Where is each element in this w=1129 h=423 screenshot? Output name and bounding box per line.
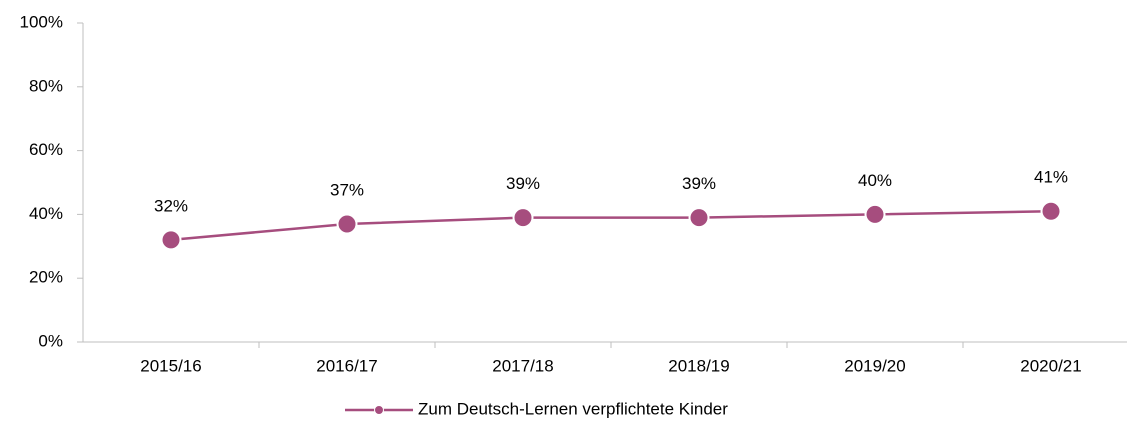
- y-tick-label: 20%: [29, 268, 63, 287]
- data-label: 41%: [1034, 168, 1068, 187]
- data-point: [1040, 200, 1062, 222]
- data-point: [864, 203, 886, 225]
- x-tick-label: 2020/21: [1020, 356, 1081, 375]
- x-tick-label: 2015/16: [140, 356, 201, 375]
- x-tick-label: 2016/17: [316, 356, 377, 375]
- data-label: 39%: [506, 174, 540, 193]
- y-tick-label: 40%: [29, 204, 63, 223]
- y-tick-label: 60%: [29, 140, 63, 159]
- x-tick-label: 2017/18: [492, 356, 553, 375]
- data-label: 40%: [858, 171, 892, 190]
- series-line: [170, 209, 1052, 242]
- legend-swatch-marker: [374, 405, 384, 415]
- x-tick-label: 2019/20: [844, 356, 905, 375]
- y-tick-label: 80%: [29, 76, 63, 95]
- y-tick-label: 0%: [38, 331, 63, 350]
- legend-label: Zum Deutsch-Lernen verpflichtete Kinder: [418, 399, 728, 418]
- data-label: 39%: [682, 174, 716, 193]
- data-label: 37%: [330, 180, 364, 199]
- data-label: 32%: [154, 196, 188, 215]
- data-point: [512, 207, 534, 229]
- data-point: [160, 229, 182, 251]
- data-point: [336, 213, 358, 235]
- data-point: [688, 207, 710, 229]
- x-tick-label: 2018/19: [668, 356, 729, 375]
- y-tick-label: 100%: [20, 12, 63, 31]
